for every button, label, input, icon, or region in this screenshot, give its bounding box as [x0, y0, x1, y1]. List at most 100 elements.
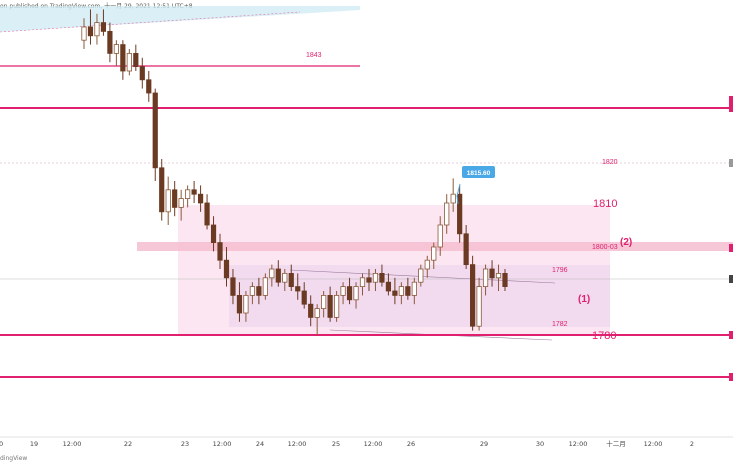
candle	[346, 286, 353, 301]
candle	[495, 272, 502, 279]
candle	[165, 189, 171, 213]
candle	[197, 193, 204, 204]
peak-tooltip	[462, 166, 495, 178]
candle	[411, 281, 417, 296]
candle	[87, 26, 94, 37]
x-tick-label: 2	[690, 440, 694, 448]
label-1843: 1843	[306, 52, 322, 59]
x-tick-label: 30	[536, 440, 544, 448]
candle	[301, 290, 307, 305]
candle	[405, 286, 411, 296]
candle	[392, 290, 398, 296]
candle	[126, 53, 132, 72]
candle	[366, 277, 372, 283]
x-tick-label: 12:00	[288, 440, 307, 448]
candle	[463, 233, 469, 266]
candle	[217, 242, 223, 261]
candle	[210, 224, 217, 244]
candle	[236, 294, 243, 314]
candle	[418, 268, 424, 283]
candle	[457, 193, 463, 235]
candle	[172, 189, 178, 208]
candle	[424, 259, 430, 270]
peak-label: 1815.60	[467, 170, 491, 177]
right-axis-marker	[729, 373, 733, 381]
resistance-band	[137, 242, 733, 251]
candle	[308, 303, 314, 318]
candle	[282, 272, 288, 283]
label-1820: 1820	[602, 159, 618, 166]
x-tick-label: 19	[30, 440, 38, 448]
label-1780: 1780	[592, 330, 616, 342]
candle	[482, 268, 489, 288]
candle	[249, 286, 255, 296]
x-tick-label: 26	[407, 440, 415, 448]
candle	[444, 202, 450, 226]
candle	[185, 189, 191, 200]
x-tick-label: 12:00	[63, 440, 82, 448]
right-axis-marker	[729, 159, 733, 167]
candle	[288, 272, 294, 287]
candle	[379, 272, 385, 283]
candle	[314, 308, 320, 318]
x-tick-label: 12:00	[213, 440, 232, 448]
label-1796: 1796	[552, 267, 568, 274]
candle	[353, 286, 359, 301]
candle	[262, 277, 268, 296]
candle	[230, 277, 236, 296]
candle	[146, 79, 152, 94]
candle	[327, 294, 333, 318]
candle	[431, 246, 437, 261]
candle	[178, 198, 184, 208]
candle	[243, 294, 249, 314]
candle	[204, 202, 210, 226]
candle	[94, 22, 100, 37]
x-tick-label: 12:00	[569, 440, 588, 448]
candle	[81, 26, 87, 41]
right-axis-marker	[729, 331, 733, 339]
right-axis-marker	[729, 96, 733, 104]
candle	[470, 264, 476, 327]
upper-zone	[0, 6, 360, 32]
candle	[372, 272, 379, 283]
right-axis-marker	[729, 244, 733, 252]
label-1782: 1782	[552, 321, 568, 328]
x-tick-label: 12:00	[364, 440, 383, 448]
x-tick-label: 23	[181, 440, 189, 448]
label-1800-03: 1800-03	[592, 244, 618, 251]
label-1810: 1810	[593, 198, 617, 210]
candle	[476, 286, 482, 327]
candle	[437, 224, 443, 248]
right-axis-marker	[729, 275, 733, 283]
candle	[256, 286, 262, 296]
candle	[159, 167, 165, 213]
candle	[502, 272, 508, 287]
candle	[139, 66, 145, 81]
marker-1: (1)	[578, 294, 590, 305]
candle	[333, 294, 340, 318]
x-tick-label: 0	[0, 440, 3, 448]
candle	[120, 44, 126, 72]
x-tick-label: 十二月	[606, 439, 626, 448]
candle	[191, 189, 197, 195]
x-tick-label: 25	[332, 440, 340, 448]
candle	[450, 193, 456, 204]
candle	[398, 286, 404, 296]
candle	[359, 277, 366, 287]
candle	[107, 30, 113, 54]
x-tick-label: 12:00	[644, 440, 663, 448]
x-tick-label: 22	[124, 440, 132, 448]
peak-pointer	[456, 183, 461, 205]
candle	[275, 268, 281, 283]
candle	[223, 259, 230, 279]
candle	[100, 22, 107, 32]
candle	[133, 53, 139, 68]
candle	[489, 268, 495, 279]
candle	[321, 294, 327, 309]
x-tick-label: 29	[480, 440, 488, 448]
tradingview-brand: dingView	[0, 455, 28, 462]
right-axis-marker	[729, 104, 733, 112]
candle	[152, 92, 158, 169]
candle	[269, 268, 275, 279]
